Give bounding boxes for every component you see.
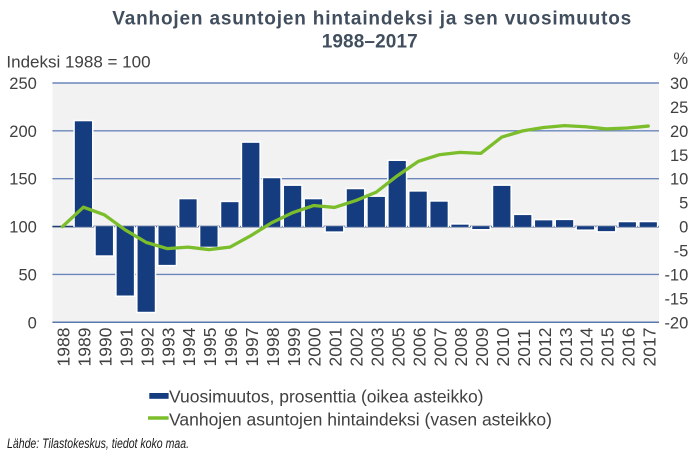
svg-text:100: 100 <box>9 219 37 237</box>
svg-text:2003: 2003 <box>368 328 388 367</box>
svg-text:2001: 2001 <box>326 328 346 367</box>
svg-text:-20: -20 <box>664 314 688 332</box>
svg-text:200: 200 <box>9 123 37 141</box>
svg-text:1990: 1990 <box>96 327 116 366</box>
svg-text:150: 150 <box>9 171 37 189</box>
svg-text:%: % <box>673 50 688 68</box>
svg-text:1989: 1989 <box>75 328 95 367</box>
svg-text:-15: -15 <box>664 290 688 308</box>
svg-text:-5: -5 <box>674 243 689 261</box>
svg-text:-10: -10 <box>664 266 688 284</box>
svg-text:10: 10 <box>670 171 688 189</box>
svg-text:2010: 2010 <box>493 327 513 366</box>
svg-text:2012: 2012 <box>535 328 555 367</box>
svg-text:2002: 2002 <box>347 328 367 367</box>
svg-text:1994: 1994 <box>179 327 199 366</box>
svg-text:2009: 2009 <box>472 328 492 367</box>
svg-text:1992: 1992 <box>137 328 157 367</box>
svg-text:1995: 1995 <box>200 328 220 367</box>
svg-text:2016: 2016 <box>619 328 639 367</box>
svg-text:2013: 2013 <box>556 328 576 367</box>
svg-text:1999: 1999 <box>284 328 304 367</box>
svg-text:2017: 2017 <box>639 328 659 367</box>
svg-text:1993: 1993 <box>158 328 178 367</box>
svg-text:1996: 1996 <box>221 328 241 367</box>
svg-text:2011: 2011 <box>514 329 534 367</box>
svg-text:2006: 2006 <box>409 328 429 367</box>
svg-text:1997: 1997 <box>242 328 262 367</box>
svg-text:2008: 2008 <box>451 328 471 367</box>
svg-text:2005: 2005 <box>388 328 408 367</box>
svg-text:250: 250 <box>9 75 37 93</box>
svg-text:Indeksi 1988 = 100: Indeksi 1988 = 100 <box>6 53 150 72</box>
svg-text:1988–2017: 1988–2017 <box>322 32 418 53</box>
svg-text:1988: 1988 <box>54 328 74 367</box>
svg-text:Vanhojen asuntojen hintaindeks: Vanhojen asuntojen hintaindeksi ja sen v… <box>112 8 631 29</box>
svg-text:0: 0 <box>679 219 688 237</box>
svg-text:2007: 2007 <box>430 328 450 367</box>
svg-text:2015: 2015 <box>598 328 618 367</box>
svg-text:1991: 1991 <box>116 328 136 367</box>
svg-text:5: 5 <box>679 195 688 213</box>
svg-text:Lähde: Tilastokeskus, tiedot: Lähde: Tilastokeskus, tiedot koko maa. <box>7 436 189 451</box>
svg-text:2000: 2000 <box>305 327 325 366</box>
svg-text:Vuosimuutos, prosenttia (oikea: Vuosimuutos, prosenttia (oikea asteikko) <box>169 387 484 407</box>
svg-text:30: 30 <box>670 75 688 93</box>
svg-text:Vanhojen asuntojen hintaindeks: Vanhojen asuntojen hintaindeksi (vasen a… <box>169 410 552 430</box>
svg-text:50: 50 <box>18 266 36 284</box>
svg-text:15: 15 <box>670 147 688 165</box>
svg-text:1998: 1998 <box>263 328 283 367</box>
svg-text:20: 20 <box>670 123 688 141</box>
svg-text:25: 25 <box>670 99 688 117</box>
svg-text:2014: 2014 <box>577 327 597 366</box>
svg-text:0: 0 <box>28 314 37 332</box>
